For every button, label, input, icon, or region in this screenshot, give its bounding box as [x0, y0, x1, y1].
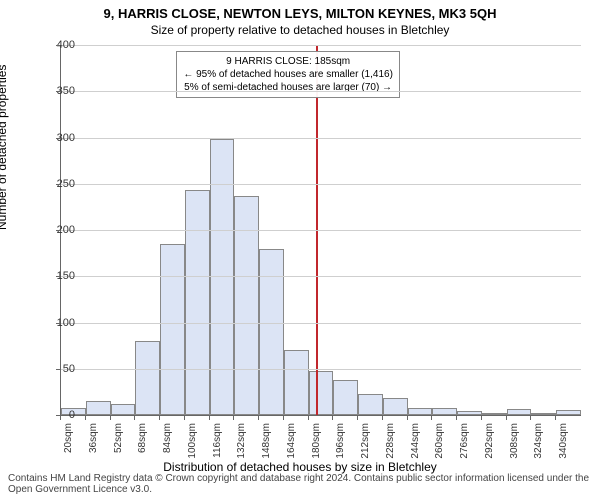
y-tick-mark [56, 276, 60, 277]
y-tick-label: 0 [35, 409, 75, 421]
y-tick-label: 50 [35, 363, 75, 375]
histogram-bar [111, 404, 136, 415]
y-tick-label: 300 [35, 132, 75, 144]
x-tick-mark [555, 415, 556, 420]
histogram-bar [284, 350, 309, 415]
gridline [61, 369, 581, 370]
copyright-text: Contains HM Land Registry data © Crown c… [8, 473, 600, 495]
plot-area: 9 HARRIS CLOSE: 185sqm ← 95% of detached… [60, 45, 581, 416]
gridline [61, 230, 581, 231]
y-tick-mark [56, 184, 60, 185]
x-tick-mark [85, 415, 86, 420]
x-tick-mark [506, 415, 507, 420]
y-tick-label: 150 [35, 270, 75, 282]
x-tick-mark [233, 415, 234, 420]
histogram-bar [234, 196, 259, 415]
x-tick-mark [332, 415, 333, 420]
histogram-bar [432, 408, 457, 415]
x-tick-mark [431, 415, 432, 420]
y-tick-mark [56, 369, 60, 370]
x-tick-mark [308, 415, 309, 420]
gridline [61, 184, 581, 185]
gridline [61, 138, 581, 139]
histogram-bar [408, 408, 433, 415]
gridline [61, 45, 581, 46]
histogram-bar [507, 409, 532, 415]
x-tick-mark [530, 415, 531, 420]
y-tick-label: 100 [35, 317, 75, 329]
x-tick-mark [184, 415, 185, 420]
x-tick-mark [407, 415, 408, 420]
x-tick-mark [258, 415, 259, 420]
y-tick-mark [56, 91, 60, 92]
x-tick-mark [134, 415, 135, 420]
gridline [61, 323, 581, 324]
y-tick-mark [56, 45, 60, 46]
histogram-bar [309, 371, 334, 415]
histogram-chart: 9, HARRIS CLOSE, NEWTON LEYS, MILTON KEY… [0, 0, 600, 500]
y-tick-mark [56, 323, 60, 324]
y-tick-mark [56, 230, 60, 231]
x-tick-mark [481, 415, 482, 420]
histogram-bar [333, 380, 358, 415]
histogram-bar [185, 190, 210, 415]
x-axis-label: Distribution of detached houses by size … [0, 460, 600, 474]
histogram-bar [135, 341, 160, 415]
gridline [61, 276, 581, 277]
annotation-line2: ← 95% of detached houses are smaller (1,… [183, 68, 393, 81]
histogram-bar [457, 411, 482, 415]
histogram-bar [358, 394, 383, 415]
histogram-bar [383, 398, 408, 415]
gridline [61, 91, 581, 92]
x-tick-mark [382, 415, 383, 420]
x-tick-mark [110, 415, 111, 420]
x-tick-mark [283, 415, 284, 420]
y-tick-mark [56, 138, 60, 139]
chart-title-sub: Size of property relative to detached ho… [0, 23, 600, 37]
histogram-bar [86, 401, 111, 415]
x-tick-mark [357, 415, 358, 420]
histogram-bar [482, 413, 507, 415]
histogram-bar [531, 413, 556, 415]
x-tick-mark [159, 415, 160, 420]
y-tick-label: 350 [35, 85, 75, 97]
y-axis-label: Number of detached properties [0, 65, 9, 230]
x-tick-mark [456, 415, 457, 420]
x-tick-mark [60, 415, 61, 420]
histogram-bar [259, 249, 284, 416]
annotation-line1: 9 HARRIS CLOSE: 185sqm [183, 55, 393, 68]
histogram-bar [556, 410, 581, 415]
y-tick-label: 250 [35, 178, 75, 190]
y-tick-label: 400 [35, 39, 75, 51]
y-tick-label: 200 [35, 224, 75, 236]
chart-title-main: 9, HARRIS CLOSE, NEWTON LEYS, MILTON KEY… [0, 6, 600, 21]
x-tick-mark [209, 415, 210, 420]
histogram-bar [160, 244, 185, 415]
